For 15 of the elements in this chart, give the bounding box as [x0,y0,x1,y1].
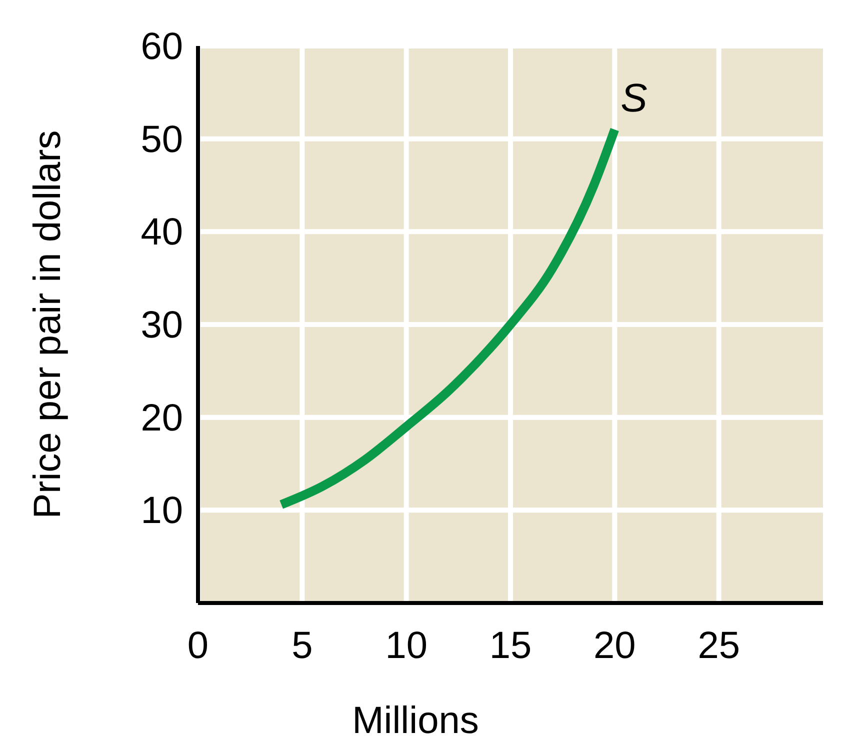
y-tick-label: 10 [140,490,183,532]
y-tick-label: 30 [140,304,183,346]
x-tick-label: 20 [594,625,636,667]
x-tick-label: 5 [292,625,313,667]
x-axis-title: Millions [352,700,479,742]
y-tick-label: 60 [140,26,183,68]
y-tick-label: 20 [140,397,183,440]
x-tick-label: 15 [489,625,532,667]
x-tick-label: 10 [385,625,428,667]
x-tick-label: 0 [187,625,209,667]
series-label: S [620,76,648,121]
x-tick-label: 25 [698,625,740,667]
y-tick-label: 50 [140,118,183,161]
y-tick-label: 40 [140,212,183,254]
y-axis-title: Price per pair in dollars [27,130,69,519]
